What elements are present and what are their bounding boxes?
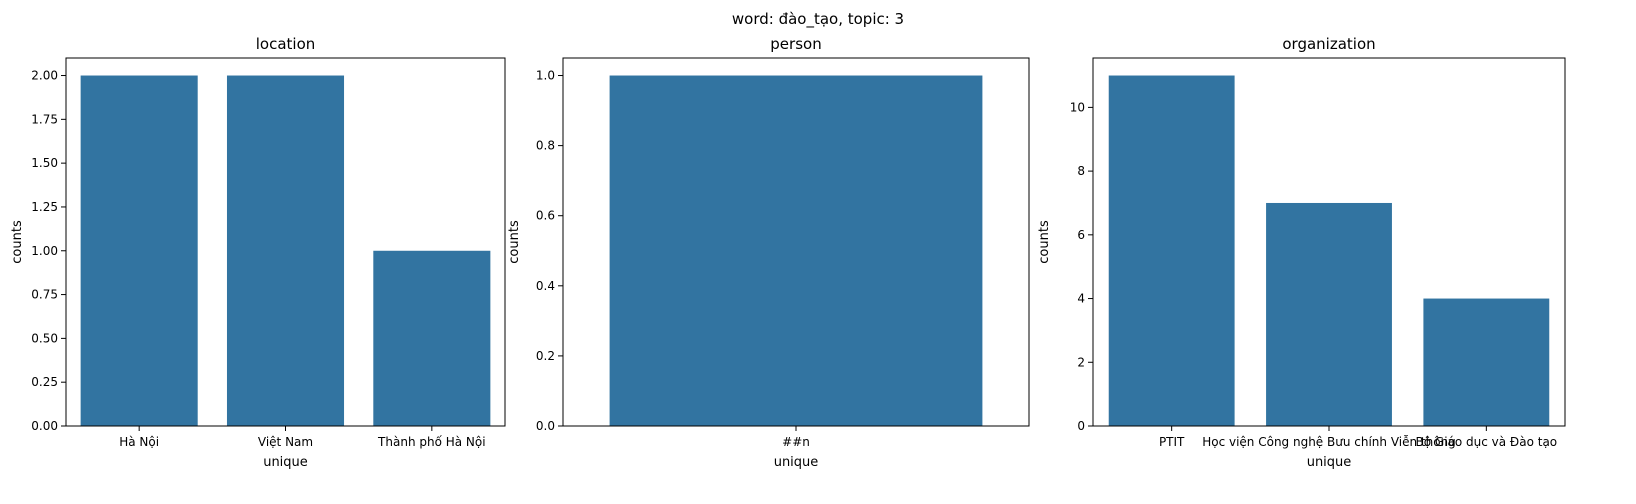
y-tick-label: 1.50: [31, 156, 58, 170]
subplot-title: person: [770, 35, 821, 53]
bar-thanh-pho-ha-noi: [373, 250, 491, 426]
x-tick-label: ##n: [782, 435, 810, 449]
y-tick-label: 0.00: [31, 419, 58, 433]
y-axis-label: counts: [1037, 220, 1052, 264]
y-tick-label: 0.8: [536, 139, 555, 153]
y-axis-label: counts: [507, 220, 522, 264]
subplot-title: organization: [1282, 35, 1375, 53]
x-axis-label: unique: [1307, 455, 1352, 470]
y-tick-label: 1.75: [31, 112, 58, 126]
y-tick-label: 0: [1077, 419, 1085, 433]
y-tick-label: 0.75: [31, 288, 58, 302]
y-tick-label: 0.4: [536, 279, 555, 293]
y-tick-label: 1.25: [31, 200, 58, 214]
figure-title: word: đào_tạo, topic: 3: [732, 10, 904, 29]
bar-n: [609, 75, 983, 427]
subplot-location: 0.00 0.25 0.50 0.75 1.00 1.25 1.50 1.75 2.00 Hà N…: [10, 35, 506, 470]
bar-ptit: [1108, 75, 1235, 427]
y-tick-label: 2: [1077, 355, 1085, 369]
y-tick-label: 2.00: [31, 69, 58, 83]
subplot-organization: 0 2 4 6 8 10 PTIT Học viện Công nghệ Bưu chính …: [1037, 35, 1566, 470]
bar-viet-nam: [226, 75, 345, 427]
subplot-person: 0.0 0.2 0.4 0.6 0.8 1.0 ##n person unique counts: [507, 35, 1030, 470]
y-tick-label: 0.25: [31, 375, 58, 389]
y-tick-label: 0.0: [536, 419, 555, 433]
y-axis-label: counts: [10, 220, 25, 264]
x-tick-label: PTIT: [1159, 435, 1185, 449]
y-tick-label: 1.0: [536, 69, 555, 83]
x-tick-label: Thành phố Hà Nội: [377, 435, 486, 449]
x-tick-label: Học viện Công nghệ Bưu chính Viễn thông: [1202, 435, 1456, 449]
x-axis-label: unique: [774, 455, 819, 470]
x-tick-label: Việt Nam: [258, 435, 313, 449]
x-tick-label: Hà Nội: [119, 435, 159, 449]
y-tick-label: 10: [1070, 100, 1085, 114]
bar-hoc-vien-cong-nghe-buu-chinh-vien-thong: [1266, 202, 1392, 426]
x-axis-label: unique: [263, 455, 308, 470]
y-tick-label: 6: [1077, 228, 1085, 242]
y-tick-label: 4: [1077, 292, 1085, 306]
bar-ha-noi: [80, 75, 198, 427]
y-tick-label: 1.00: [31, 244, 58, 258]
bar-bo-giao-duc-va-dao-tao: [1423, 298, 1550, 426]
y-tick-label: 8: [1077, 164, 1085, 178]
subplot-title: location: [256, 35, 316, 53]
y-tick-label: 0.2: [536, 349, 555, 363]
y-tick-label: 0.50: [31, 331, 58, 345]
y-tick-label: 0.6: [536, 209, 555, 223]
x-tick-label: Bộ Giáo dục và Đào tạo: [1416, 435, 1558, 449]
